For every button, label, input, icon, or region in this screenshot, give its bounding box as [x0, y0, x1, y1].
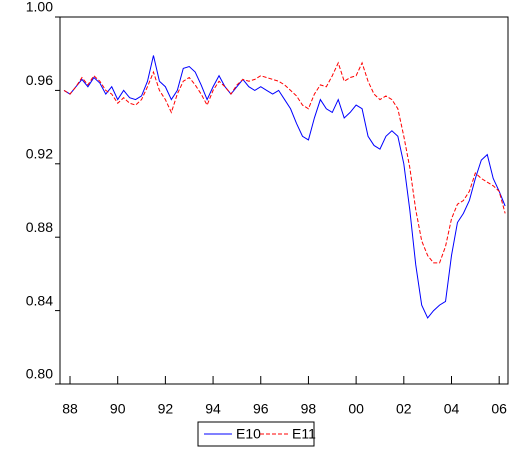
x-tick-label: 02: [396, 401, 412, 417]
series-line: [63, 55, 506, 319]
series-line: [63, 61, 506, 264]
y-tick-label: 0.84: [26, 292, 53, 308]
x-tick-label: 94: [205, 401, 221, 417]
x-tick-label: 92: [158, 401, 174, 417]
x-tick-label: 06: [491, 401, 507, 417]
plot-frame: [59, 16, 509, 385]
x-tick-label: 90: [110, 401, 126, 417]
y-tick-label: 0.96: [26, 72, 53, 88]
x-tick-label: 98: [301, 401, 317, 417]
y-tick-label: 0.92: [26, 146, 53, 162]
x-tick-label: 96: [253, 401, 269, 417]
x-tick-label: 00: [348, 401, 364, 417]
y-tick-label: 0.80: [26, 366, 53, 382]
x-tick-label: 04: [444, 401, 460, 417]
legend-label: E11: [292, 426, 316, 442]
y-tick-label: 1.00: [26, 0, 53, 15]
legend-label: E10: [236, 426, 261, 442]
y-tick-label: 0.88: [26, 219, 53, 235]
x-tick-label: 88: [62, 401, 78, 417]
